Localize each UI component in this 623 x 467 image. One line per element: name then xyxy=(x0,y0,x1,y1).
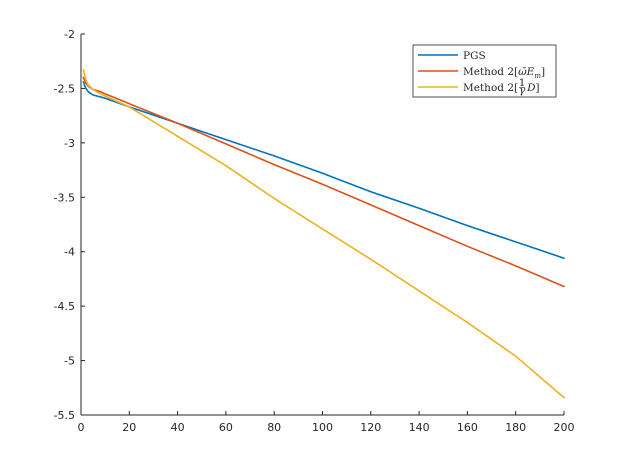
x-tick-label: 100 xyxy=(312,421,333,434)
legend-label-1: PGS xyxy=(463,50,486,62)
x-tick-label: 0 xyxy=(78,421,85,434)
y-tick-label: -5 xyxy=(64,355,75,368)
y-tick-label: -3 xyxy=(64,137,75,150)
svg-text:D]: D] xyxy=(526,82,540,94)
y-tick-label: -4.5 xyxy=(54,300,75,313)
x-tick-label: 20 xyxy=(122,421,136,434)
legend-label-3: Method 2[1γ D] xyxy=(463,77,540,97)
svg-text:1: 1 xyxy=(519,77,526,89)
svg-text:γ: γ xyxy=(519,85,526,97)
y-tick-label: -3.5 xyxy=(54,191,75,204)
x-tick-label: 140 xyxy=(409,421,430,434)
svg-text:Method 2[: Method 2[ xyxy=(463,82,518,94)
y-tick-label: -2 xyxy=(64,28,75,41)
legend-label-2: Method 2[ω̄Em] xyxy=(463,66,545,80)
y-tick-label: -2.5 xyxy=(54,82,75,95)
x-tick-label: 180 xyxy=(505,421,526,434)
x-tick-label: 160 xyxy=(457,421,478,434)
x-tick-label: 120 xyxy=(360,421,381,434)
y-tick-label: -4 xyxy=(64,246,75,259)
x-tick-label: 40 xyxy=(171,421,185,434)
x-tick-label: 200 xyxy=(554,421,575,434)
axes: 0 20 40 60 80 100 120 140 160 180 200 -2 -2.5 -3 -3.5 -… xyxy=(54,28,575,434)
y-tick-label: -5.5 xyxy=(54,409,75,422)
x-tick-label: 80 xyxy=(267,421,281,434)
x-tick-label: 60 xyxy=(219,421,233,434)
series-line-3 xyxy=(82,69,565,399)
series-lines xyxy=(82,69,565,399)
series-line-1 xyxy=(82,81,565,260)
